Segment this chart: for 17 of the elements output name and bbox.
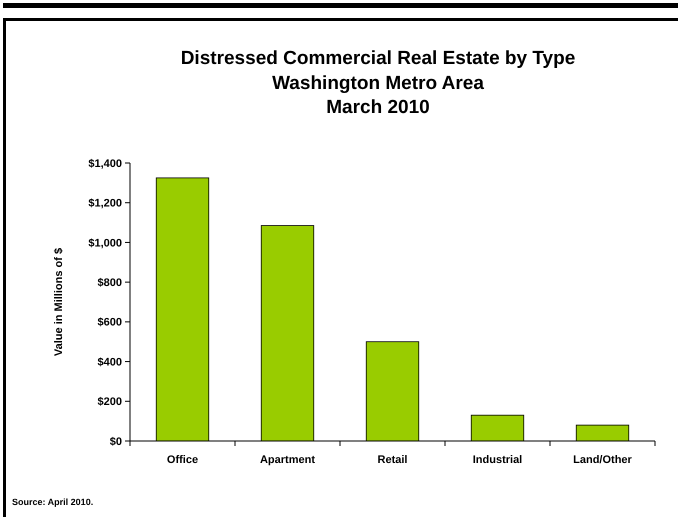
x-tick-label: Industrial <box>472 454 522 466</box>
y-tick-label: $1,000 <box>88 237 122 250</box>
x-tick-label: Retail <box>378 454 408 466</box>
x-tick-label: Apartment <box>260 454 316 466</box>
y-tick-label: $600 <box>98 316 122 329</box>
y-tick-label: $0 <box>110 436 122 448</box>
y-tick-label: $400 <box>98 356 122 368</box>
x-tick-label: Office <box>166 454 198 466</box>
x-tick-label: Land/Other <box>573 454 633 466</box>
chart-title: Distressed Commercial Real Estate by Type <box>180 48 576 69</box>
chart-subtitle: Washington Metro Area March 2010 <box>272 73 484 118</box>
y-axis-title: Value in Millions of $ <box>53 248 65 356</box>
y-tick-label: $1,200 <box>88 198 122 210</box>
y-tick-label: $200 <box>98 396 122 408</box>
y-tick-label: $800 <box>98 276 122 289</box>
source-note: Source: April 2010. <box>12 497 94 507</box>
y-tick-label: $1,400 <box>88 158 122 170</box>
